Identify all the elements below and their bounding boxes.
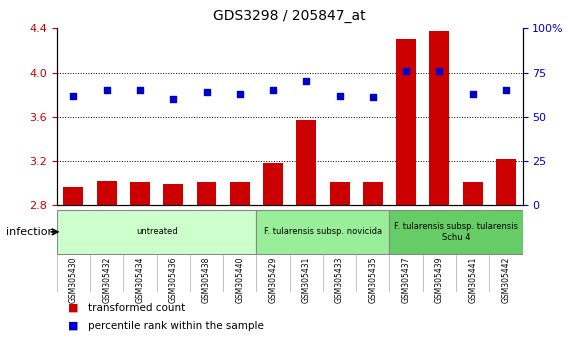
Point [468, 91, 477, 97]
Point [169, 96, 178, 102]
Text: GSM305430: GSM305430 [69, 257, 78, 303]
Text: ■: ■ [68, 303, 78, 313]
Text: GSM305438: GSM305438 [202, 257, 211, 303]
Point [335, 93, 344, 98]
Text: F. tularensis subsp. tularensis
Schu 4: F. tularensis subsp. tularensis Schu 4 [394, 222, 518, 241]
Text: infection: infection [6, 227, 55, 237]
FancyBboxPatch shape [256, 210, 390, 254]
Bar [263, 163, 283, 354]
Bar [197, 182, 216, 354]
Bar [429, 30, 449, 354]
Bar [97, 181, 116, 354]
Bar [163, 184, 183, 354]
Text: transformed count: transformed count [88, 303, 185, 313]
Text: F. tularensis subsp. novicida: F. tularensis subsp. novicida [264, 227, 382, 236]
Bar [329, 182, 349, 354]
Text: GSM305432: GSM305432 [102, 257, 111, 303]
Point [402, 68, 411, 74]
Point [435, 68, 444, 74]
Bar [230, 182, 250, 354]
Point [102, 87, 111, 93]
Bar [363, 182, 383, 354]
Bar [463, 182, 483, 354]
Text: GSM305437: GSM305437 [402, 257, 411, 303]
Text: GSM305441: GSM305441 [468, 257, 477, 303]
Text: ■: ■ [68, 321, 78, 331]
Point [502, 87, 511, 93]
Bar [396, 39, 416, 354]
Text: GSM305440: GSM305440 [235, 257, 244, 303]
Point [269, 87, 278, 93]
Point [235, 91, 244, 97]
Text: GSM305429: GSM305429 [269, 257, 278, 303]
Text: GSM305442: GSM305442 [502, 257, 511, 303]
FancyBboxPatch shape [390, 210, 523, 254]
Bar [296, 120, 316, 354]
Text: GSM305434: GSM305434 [136, 257, 144, 303]
Text: GSM305435: GSM305435 [369, 257, 377, 303]
Text: GSM305431: GSM305431 [302, 257, 311, 303]
Point [135, 87, 144, 93]
Text: GSM305433: GSM305433 [335, 257, 344, 303]
Text: untreated: untreated [136, 227, 177, 236]
FancyBboxPatch shape [57, 210, 256, 254]
Point [202, 89, 211, 95]
Point [368, 95, 377, 100]
Bar [496, 159, 516, 354]
Point [69, 93, 78, 98]
Point [302, 79, 311, 84]
Text: percentile rank within the sample: percentile rank within the sample [88, 321, 264, 331]
Bar [130, 182, 150, 354]
Text: GSM305439: GSM305439 [435, 257, 444, 303]
Title: GDS3298 / 205847_at: GDS3298 / 205847_at [214, 9, 366, 23]
Text: GSM305436: GSM305436 [169, 257, 178, 303]
Bar [64, 187, 83, 354]
